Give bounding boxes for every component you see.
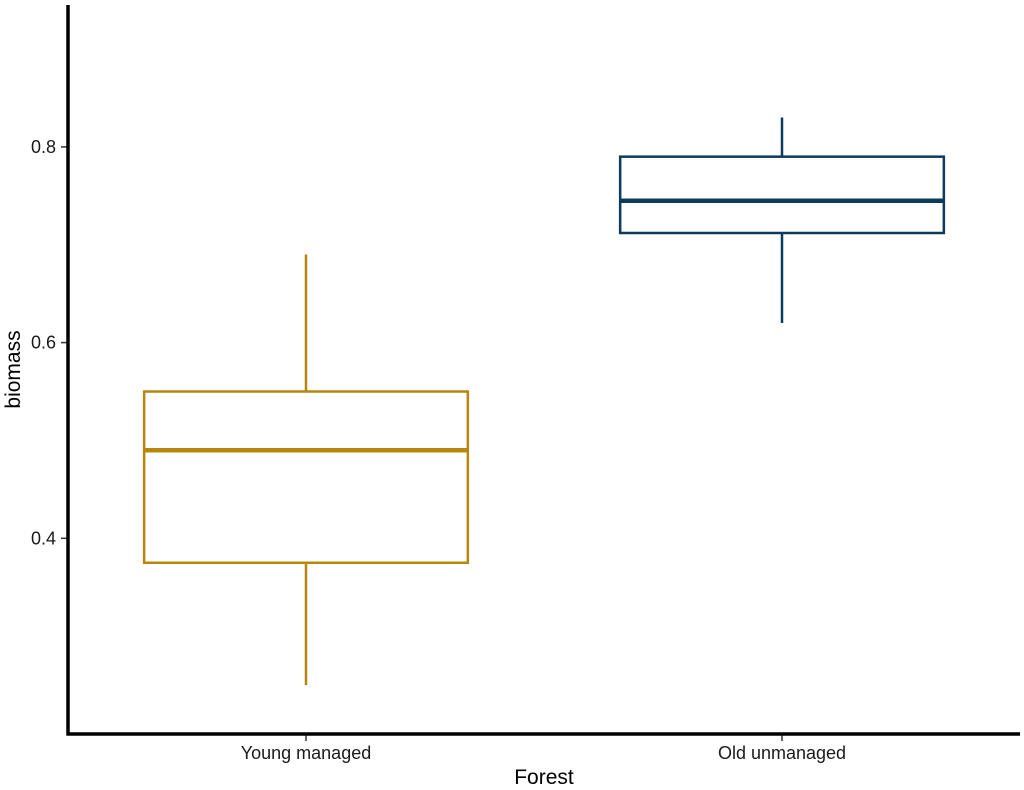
y-axis-ticks: 0.4 0.6 0.8 <box>31 137 68 548</box>
x-tick-label: Old unmanaged <box>718 743 846 763</box>
box-group <box>142 254 470 686</box>
box-group <box>618 117 946 324</box>
y-axis-title: biomass <box>2 330 25 408</box>
y-tick-label: 0.8 <box>31 137 56 157</box>
iqr-box <box>142 390 470 565</box>
y-tick-label: 0.4 <box>31 528 56 548</box>
x-tick-label: Young managed <box>241 743 371 763</box>
x-axis-title: Forest <box>514 766 574 789</box>
boxes-layer <box>142 117 946 686</box>
y-tick-label: 0.6 <box>31 333 56 353</box>
iqr-box <box>618 155 946 235</box>
x-axis-ticks: Young managed Old unmanaged <box>241 734 846 763</box>
